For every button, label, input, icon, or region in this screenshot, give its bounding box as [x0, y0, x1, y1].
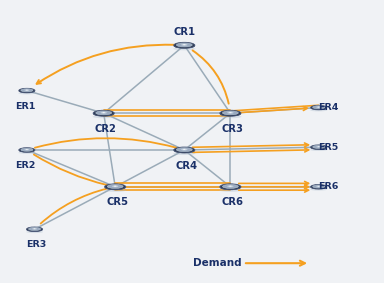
- Ellipse shape: [181, 44, 187, 46]
- Ellipse shape: [25, 149, 29, 150]
- Ellipse shape: [181, 149, 187, 151]
- Ellipse shape: [104, 185, 126, 190]
- Text: ER2: ER2: [15, 161, 35, 170]
- Ellipse shape: [227, 185, 233, 187]
- Ellipse shape: [311, 185, 327, 189]
- Ellipse shape: [220, 185, 241, 190]
- Ellipse shape: [19, 89, 35, 93]
- Ellipse shape: [183, 44, 185, 45]
- Ellipse shape: [93, 115, 115, 118]
- Ellipse shape: [176, 43, 192, 47]
- Ellipse shape: [219, 115, 242, 118]
- Ellipse shape: [32, 228, 37, 230]
- Ellipse shape: [18, 92, 35, 95]
- Ellipse shape: [33, 228, 36, 229]
- Ellipse shape: [18, 152, 35, 154]
- Ellipse shape: [173, 47, 195, 50]
- Ellipse shape: [222, 185, 238, 188]
- Ellipse shape: [316, 106, 321, 108]
- Ellipse shape: [174, 149, 195, 153]
- Ellipse shape: [318, 186, 320, 187]
- Ellipse shape: [107, 185, 123, 188]
- Ellipse shape: [227, 112, 233, 114]
- Ellipse shape: [174, 44, 195, 48]
- Ellipse shape: [229, 112, 232, 113]
- Ellipse shape: [183, 149, 185, 150]
- Ellipse shape: [21, 89, 33, 92]
- Ellipse shape: [220, 112, 241, 116]
- Ellipse shape: [219, 189, 242, 192]
- Ellipse shape: [173, 152, 195, 155]
- Text: CR5: CR5: [106, 197, 128, 207]
- Ellipse shape: [103, 112, 105, 113]
- Ellipse shape: [220, 110, 241, 116]
- Ellipse shape: [222, 111, 238, 115]
- Ellipse shape: [26, 90, 28, 91]
- Ellipse shape: [28, 228, 41, 230]
- Ellipse shape: [26, 228, 43, 231]
- Ellipse shape: [318, 146, 320, 147]
- Ellipse shape: [313, 185, 325, 188]
- Ellipse shape: [174, 42, 195, 48]
- Ellipse shape: [26, 227, 43, 231]
- Text: ER4: ER4: [318, 103, 339, 112]
- Ellipse shape: [93, 112, 114, 116]
- Ellipse shape: [220, 184, 241, 190]
- Text: CR1: CR1: [173, 27, 195, 37]
- Ellipse shape: [104, 184, 126, 190]
- Text: CR3: CR3: [222, 124, 243, 134]
- Ellipse shape: [311, 106, 327, 110]
- Ellipse shape: [112, 185, 118, 187]
- Text: CR2: CR2: [95, 124, 116, 134]
- Text: CR4: CR4: [175, 160, 197, 171]
- Ellipse shape: [310, 109, 327, 112]
- Ellipse shape: [313, 145, 325, 148]
- Ellipse shape: [310, 188, 327, 191]
- Ellipse shape: [311, 105, 327, 110]
- Ellipse shape: [104, 189, 126, 192]
- Ellipse shape: [114, 186, 116, 187]
- Ellipse shape: [174, 147, 195, 153]
- Ellipse shape: [311, 145, 327, 149]
- Text: CR6: CR6: [221, 197, 243, 207]
- Ellipse shape: [318, 107, 320, 108]
- Ellipse shape: [21, 148, 33, 151]
- Ellipse shape: [19, 148, 35, 152]
- Ellipse shape: [310, 149, 327, 151]
- Text: ER6: ER6: [318, 182, 339, 191]
- Text: ER5: ER5: [318, 143, 339, 152]
- Ellipse shape: [311, 186, 327, 189]
- Ellipse shape: [26, 231, 43, 233]
- Ellipse shape: [313, 106, 325, 109]
- Ellipse shape: [316, 146, 321, 147]
- Ellipse shape: [19, 149, 35, 152]
- Ellipse shape: [96, 111, 112, 115]
- Text: ER1: ER1: [15, 102, 35, 111]
- Ellipse shape: [101, 112, 107, 114]
- Ellipse shape: [311, 146, 327, 149]
- Ellipse shape: [19, 88, 35, 93]
- Ellipse shape: [93, 110, 114, 116]
- Text: Demand: Demand: [193, 258, 242, 268]
- Ellipse shape: [26, 149, 28, 150]
- Ellipse shape: [229, 186, 232, 187]
- Ellipse shape: [25, 89, 29, 91]
- Text: ER3: ER3: [26, 240, 46, 249]
- Ellipse shape: [316, 186, 321, 187]
- Ellipse shape: [176, 148, 192, 152]
